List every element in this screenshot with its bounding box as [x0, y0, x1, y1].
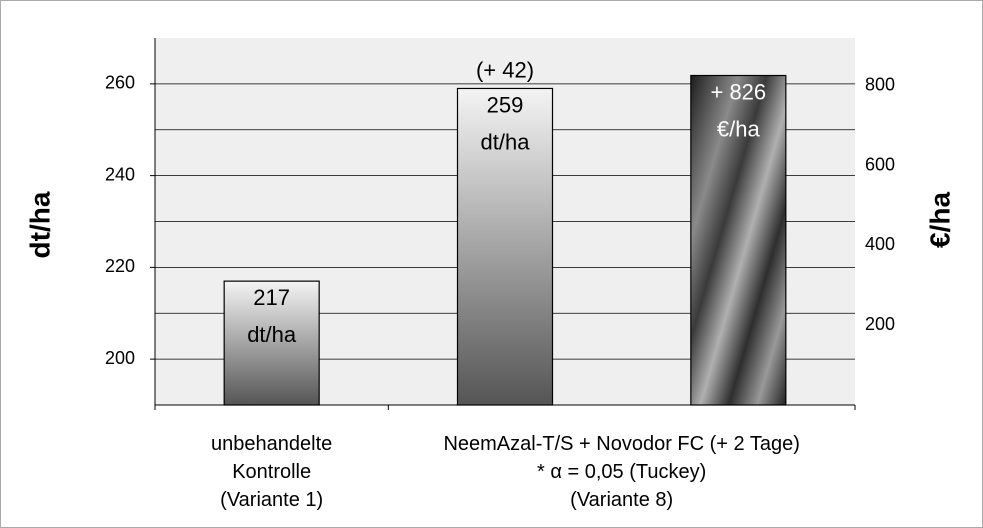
y-axis-title: dt/ha [24, 191, 55, 258]
text-line: unbehandelte [211, 433, 332, 455]
text-line: dt/ha [247, 322, 297, 347]
y-tick-label: 260 [105, 73, 135, 93]
x-tick-label: NeemAzal-T/S + Novodor FC (+ 2 Tage) * α … [443, 433, 799, 511]
data-label: 217 dt/ha [247, 285, 297, 347]
bar [223, 280, 320, 406]
x-tick-label: unbehandelte Kontrolle (Variante 1) [211, 433, 332, 511]
text-line: * α = 0,05 (Tuckey) [537, 461, 706, 483]
y-tick-label: 200 [105, 348, 135, 368]
y2-tick-label: 200 [865, 314, 895, 334]
text-line: + 826 [710, 79, 766, 104]
text-line: Kontrolle [232, 461, 311, 483]
data-label: 259 dt/ha [481, 92, 531, 154]
y-tick-label: 220 [105, 256, 135, 276]
text-line: 217 [253, 285, 290, 310]
y2-tick-label: 800 [865, 75, 895, 95]
bar [456, 87, 554, 406]
text-line: (Variante 1) [220, 489, 323, 511]
text-line: (Variante 8) [570, 489, 673, 511]
text-line: 259 [487, 92, 524, 117]
bar [690, 74, 787, 406]
data-label: + 826 €/ha [710, 79, 766, 141]
y-tick-label: 240 [105, 164, 135, 184]
text-line: €/ha [717, 116, 761, 141]
y2-axis-title: €/ha [924, 192, 955, 248]
y2-tick-label: 400 [865, 234, 895, 254]
text-line: NeemAzal-T/S + Novodor FC (+ 2 Tage) [443, 433, 799, 455]
annotation: (+ 42) [476, 57, 534, 82]
y2-tick-label: 600 [865, 154, 895, 174]
text-line: dt/ha [481, 129, 531, 154]
